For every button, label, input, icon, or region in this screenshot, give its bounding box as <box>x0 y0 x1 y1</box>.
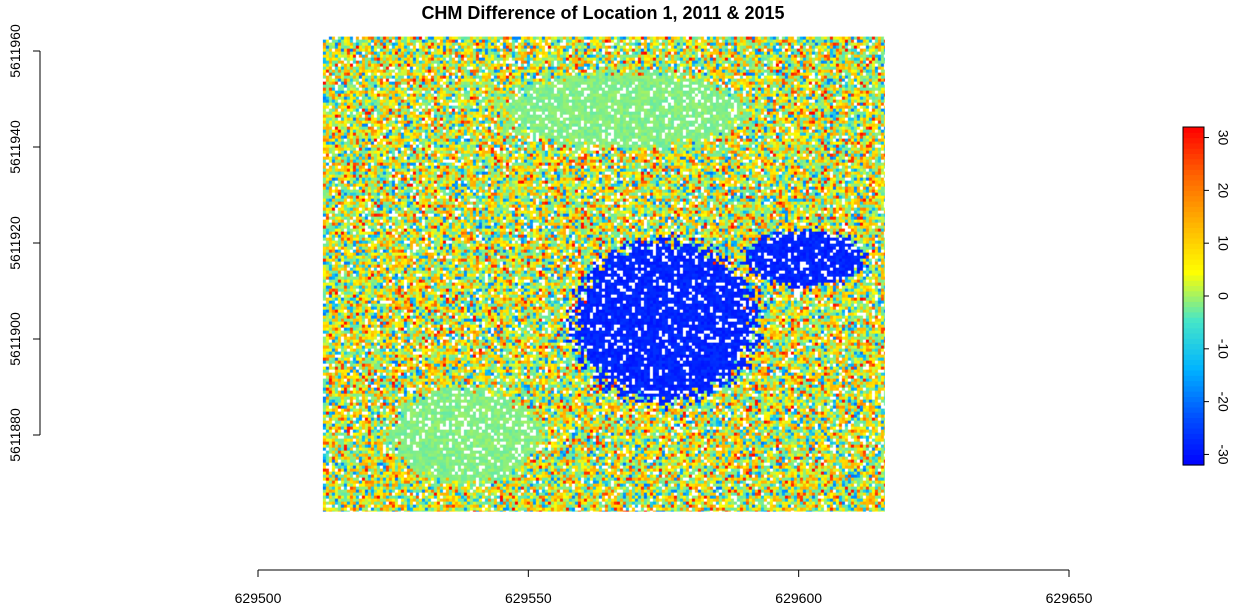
legend-swatch <box>1183 158 1204 165</box>
legend-swatch <box>1183 195 1204 202</box>
legend-swatch <box>1183 364 1204 371</box>
legend-swatch <box>1183 211 1204 218</box>
legend-swatch <box>1183 137 1204 144</box>
x-axis: 629500 629550 629600 629650 <box>235 569 1093 606</box>
legend-swatch <box>1183 264 1204 271</box>
legend-swatch <box>1183 169 1204 176</box>
legend-swatch <box>1183 417 1204 424</box>
x-tick-label: 629600 <box>775 590 822 606</box>
legend-swatch <box>1183 153 1204 160</box>
raster-image <box>322 36 885 512</box>
legend-swatch <box>1183 348 1204 355</box>
legend-swatch <box>1183 200 1204 207</box>
y-tick-label: 5611880 <box>7 408 23 462</box>
legend-tick-label: -30 <box>1215 444 1231 464</box>
legend-tick-label: 10 <box>1215 235 1231 251</box>
legend-swatch <box>1183 253 1204 260</box>
legend-swatch <box>1183 296 1204 302</box>
legend-swatch <box>1183 327 1204 334</box>
legend-swatch <box>1183 338 1204 345</box>
legend-swatch <box>1183 412 1204 419</box>
legend-swatch <box>1183 280 1204 287</box>
legend-swatch <box>1183 185 1204 191</box>
legend-swatch <box>1183 179 1204 186</box>
legend-swatch <box>1183 406 1204 413</box>
x-tick-label: 629550 <box>505 590 552 606</box>
legend-tick-label: 0 <box>1215 292 1231 300</box>
legend-tick-label: 30 <box>1215 130 1231 146</box>
legend-swatch <box>1183 274 1204 281</box>
y-axis: 5611880 5611900 5611920 5611940 5611960 <box>7 24 41 462</box>
legend-swatch <box>1183 449 1204 456</box>
y-tick-label: 5611960 <box>7 24 23 78</box>
legend-swatch <box>1183 301 1204 308</box>
legend-swatch <box>1183 391 1204 397</box>
legend-swatch <box>1183 433 1204 440</box>
legend-swatch <box>1183 354 1204 360</box>
legend-swatch <box>1183 375 1204 382</box>
legend-swatch <box>1183 454 1204 461</box>
x-tick-label: 629650 <box>1046 590 1093 606</box>
chart-title: CHM Difference of Location 1, 2011 & 201… <box>421 3 784 23</box>
legend-swatch <box>1183 269 1204 276</box>
raster-heatmap <box>322 36 885 512</box>
legend-swatch <box>1183 290 1204 297</box>
legend-swatch <box>1183 438 1204 445</box>
y-tick-label: 5611920 <box>7 216 23 270</box>
legend-swatch <box>1183 311 1204 318</box>
legend-swatch <box>1183 237 1204 244</box>
legend-swatch <box>1183 206 1204 213</box>
legend-swatch <box>1183 343 1204 350</box>
legend-swatch <box>1183 222 1204 228</box>
legend-swatch <box>1183 317 1204 324</box>
legend-swatch <box>1183 443 1204 450</box>
legend-swatch <box>1183 243 1204 250</box>
legend-swatch <box>1183 401 1204 408</box>
legend-swatch <box>1183 359 1204 366</box>
legend-swatch <box>1183 285 1204 292</box>
legend-swatch <box>1183 216 1204 223</box>
legend-swatch <box>1183 148 1204 155</box>
legend-swatch <box>1183 163 1204 170</box>
y-tick-label: 5611940 <box>7 120 23 174</box>
legend-tick-label: 20 <box>1215 183 1231 199</box>
legend-swatch <box>1183 369 1204 376</box>
legend-swatch <box>1183 428 1204 434</box>
legend-tick-label: -10 <box>1215 339 1231 359</box>
x-tick-label: 629500 <box>235 590 282 606</box>
legend-tick-label: -20 <box>1215 392 1231 412</box>
legend-swatch <box>1183 127 1204 133</box>
legend-swatch <box>1183 132 1204 139</box>
legend-swatch <box>1183 332 1204 339</box>
legend-swatch <box>1183 422 1204 429</box>
legend-swatch <box>1183 322 1204 329</box>
legend-swatch <box>1183 174 1204 181</box>
legend-swatch <box>1183 248 1204 255</box>
legend-swatch <box>1183 385 1204 392</box>
legend-swatch <box>1183 259 1204 265</box>
legend-swatch <box>1183 396 1204 403</box>
color-legend: -30 -20 -10 0 10 20 30 <box>1182 126 1231 466</box>
legend-swatch <box>1183 306 1204 313</box>
legend-swatch <box>1183 227 1204 234</box>
y-tick-label: 5611900 <box>7 312 23 366</box>
legend-swatch <box>1183 459 1204 466</box>
legend-swatch <box>1183 380 1204 387</box>
legend-swatch <box>1183 190 1204 197</box>
legend-swatch <box>1183 232 1204 239</box>
legend-swatch <box>1183 142 1204 149</box>
